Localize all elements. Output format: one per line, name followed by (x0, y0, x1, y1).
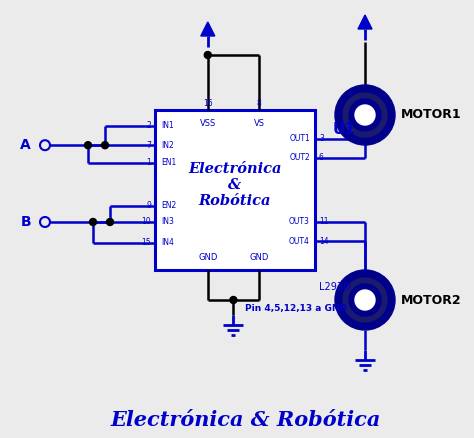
Text: 15: 15 (141, 238, 151, 247)
Text: GND: GND (198, 254, 218, 262)
Text: OUT3: OUT3 (289, 218, 310, 226)
Text: L293D: L293D (319, 282, 351, 292)
Text: GND: GND (249, 254, 269, 262)
Circle shape (343, 278, 387, 322)
Circle shape (349, 99, 381, 131)
Text: 2: 2 (146, 121, 151, 131)
Text: VSS: VSS (200, 120, 216, 128)
Circle shape (343, 93, 387, 137)
Polygon shape (358, 15, 372, 29)
Text: Electrónica & Robótica: Electrónica & Robótica (110, 410, 380, 430)
Text: VS: VS (254, 120, 264, 128)
Text: Electrónica
&
Robótica: Electrónica & Robótica (188, 162, 282, 208)
Circle shape (349, 284, 381, 316)
Text: IN1: IN1 (161, 121, 174, 131)
Text: 14: 14 (319, 237, 328, 246)
Text: OUT2: OUT2 (289, 153, 310, 162)
Circle shape (335, 85, 395, 145)
Circle shape (107, 219, 113, 226)
Text: MOTOR2: MOTOR2 (401, 293, 462, 307)
Text: 8: 8 (256, 99, 261, 109)
Text: EN2: EN2 (161, 201, 176, 211)
Circle shape (101, 142, 109, 148)
Text: 3: 3 (319, 134, 324, 143)
FancyBboxPatch shape (155, 110, 315, 270)
Text: IN4: IN4 (161, 238, 174, 247)
Text: A: A (20, 138, 31, 152)
Text: EN1: EN1 (161, 158, 176, 167)
Text: B: B (20, 215, 31, 229)
Text: U1: U1 (333, 123, 356, 138)
Text: OUT4: OUT4 (289, 237, 310, 246)
Text: IN3: IN3 (161, 218, 174, 226)
Text: IN2: IN2 (161, 141, 174, 150)
Circle shape (90, 219, 97, 226)
Text: 1: 1 (146, 158, 151, 167)
Circle shape (230, 297, 237, 304)
Text: 16: 16 (203, 99, 213, 109)
Circle shape (335, 270, 395, 330)
Text: Pin 4,5,12,13 a GND: Pin 4,5,12,13 a GND (246, 304, 347, 312)
Text: 10: 10 (141, 218, 151, 226)
Circle shape (355, 290, 375, 310)
Text: 9: 9 (146, 201, 151, 211)
Text: MOTOR1: MOTOR1 (401, 109, 462, 121)
Circle shape (355, 105, 375, 125)
Circle shape (204, 52, 211, 59)
Polygon shape (201, 22, 215, 36)
Circle shape (84, 142, 91, 148)
Text: 7: 7 (146, 141, 151, 150)
Text: OUT1: OUT1 (289, 134, 310, 143)
Text: 6: 6 (319, 153, 324, 162)
Text: 11: 11 (319, 218, 328, 226)
